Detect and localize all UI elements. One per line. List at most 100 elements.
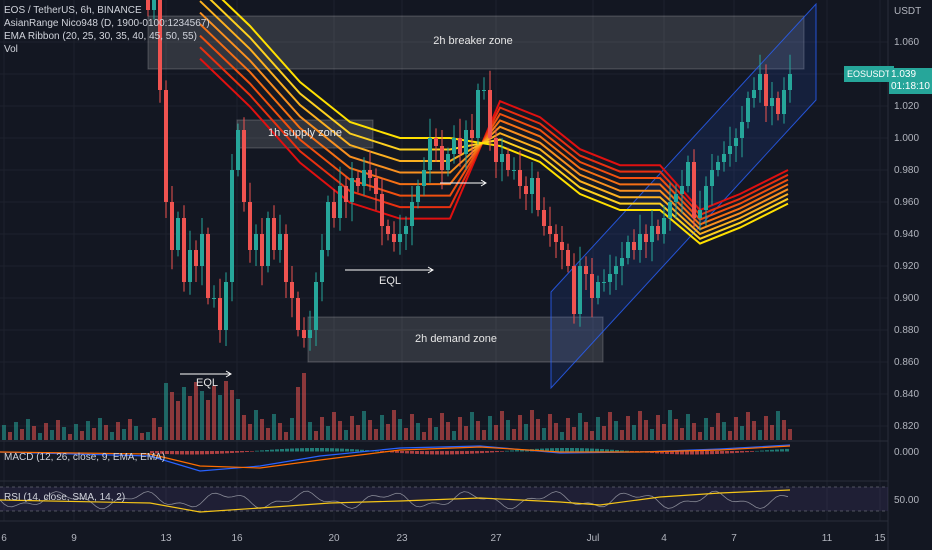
candle-body[interactable] <box>632 242 636 250</box>
candle-body[interactable] <box>314 282 318 330</box>
candle-body[interactable] <box>530 178 534 194</box>
candle-body[interactable] <box>392 234 396 242</box>
candle-body[interactable] <box>776 98 780 114</box>
candle-body[interactable] <box>212 298 216 299</box>
date-axis[interactable]: 6 9 13 16 20 23 27 Jul 4 7 11 15 <box>1 533 886 544</box>
candle-body[interactable] <box>428 138 432 170</box>
candle-body[interactable] <box>410 202 414 226</box>
candle-body[interactable] <box>788 74 792 90</box>
candle-body[interactable] <box>218 298 222 330</box>
candle-body[interactable] <box>170 202 174 250</box>
candle-body[interactable] <box>536 178 540 210</box>
candle-body[interactable] <box>728 146 732 154</box>
candle-body[interactable] <box>686 162 690 186</box>
candle-body[interactable] <box>296 298 300 330</box>
candle-body[interactable] <box>362 170 366 186</box>
candle-body[interactable] <box>596 282 600 298</box>
candle-body[interactable] <box>188 250 192 282</box>
candle-body[interactable] <box>158 0 162 90</box>
candle-body[interactable] <box>254 234 258 250</box>
candle-body[interactable] <box>560 242 564 250</box>
rsi-pane[interactable] <box>0 489 791 513</box>
candle-body[interactable] <box>146 0 150 10</box>
candle-body[interactable] <box>380 194 384 226</box>
candle-body[interactable] <box>332 202 336 218</box>
candle-body[interactable] <box>578 266 582 314</box>
candle-body[interactable] <box>440 146 444 170</box>
candle-body[interactable] <box>242 130 246 202</box>
candle-body[interactable] <box>572 266 576 314</box>
candle-body[interactable] <box>386 226 390 234</box>
candle-body[interactable] <box>446 154 450 170</box>
candle-body[interactable] <box>320 250 324 282</box>
candle-body[interactable] <box>488 90 492 138</box>
candle-body[interactable] <box>512 170 516 171</box>
candle-body[interactable] <box>200 234 204 266</box>
candle-body[interactable] <box>662 218 666 234</box>
candle-body[interactable] <box>524 186 528 194</box>
candle-body[interactable] <box>302 330 306 338</box>
candle-body[interactable] <box>224 282 228 330</box>
rsi-label[interactable]: RSI (14, close, SMA, 14, 2) <box>4 492 126 503</box>
candle-body[interactable] <box>698 210 702 218</box>
candle-body[interactable] <box>260 234 264 266</box>
candle-body[interactable] <box>236 130 240 170</box>
candle-body[interactable] <box>548 226 552 234</box>
candle-body[interactable] <box>398 234 402 242</box>
candle-body[interactable] <box>248 202 252 250</box>
candle-body[interactable] <box>308 330 312 338</box>
candle-body[interactable] <box>566 250 570 266</box>
candle-body[interactable] <box>602 282 606 283</box>
candle-body[interactable] <box>434 138 438 146</box>
candle-body[interactable] <box>752 90 756 98</box>
candle-body[interactable] <box>704 186 708 210</box>
candle-body[interactable] <box>608 274 612 282</box>
candle-body[interactable] <box>326 202 330 250</box>
candle-body[interactable] <box>230 170 234 282</box>
candle-body[interactable] <box>746 98 750 122</box>
candle-body[interactable] <box>626 242 630 258</box>
candle-body[interactable] <box>278 234 282 250</box>
candle-body[interactable] <box>290 282 294 298</box>
candle-body[interactable] <box>452 138 456 154</box>
candle-body[interactable] <box>266 218 270 266</box>
candle-body[interactable] <box>542 210 546 226</box>
candle-body[interactable] <box>422 170 426 186</box>
indicator-volume[interactable]: Vol <box>4 44 18 55</box>
candle-body[interactable] <box>680 186 684 194</box>
candle-body[interactable] <box>620 258 624 266</box>
indicator-asian-range[interactable]: AsianRange Nico948 (D, 1900-0100:1234567… <box>4 18 210 29</box>
candle-body[interactable] <box>182 218 186 282</box>
candle-body[interactable] <box>668 202 672 218</box>
candle-body[interactable] <box>176 218 180 250</box>
macd-label[interactable]: MACD (12, 26, close, 9, EMA, EMA) <box>4 452 166 463</box>
candle-body[interactable] <box>740 122 744 138</box>
candle-body[interactable] <box>710 170 714 186</box>
candle-body[interactable] <box>374 178 378 194</box>
candle-body[interactable] <box>482 90 486 91</box>
candle-body[interactable] <box>656 226 660 234</box>
candle-body[interactable] <box>518 170 522 186</box>
candle-body[interactable] <box>164 90 168 202</box>
candle-body[interactable] <box>272 218 276 250</box>
symbol-title[interactable]: EOS / TetherUS, 6h, BINANCE <box>4 5 142 16</box>
indicator-ema-ribbon[interactable]: EMA Ribbon (20, 25, 30, 35, 40, 45, 50, … <box>4 31 197 42</box>
candle-body[interactable] <box>194 250 198 266</box>
candle-body[interactable] <box>338 186 342 218</box>
candle-body[interactable] <box>206 234 210 298</box>
candle-body[interactable] <box>368 170 372 178</box>
candle-body[interactable] <box>284 234 288 282</box>
candle-body[interactable] <box>356 178 360 186</box>
macd-pane[interactable] <box>0 444 791 472</box>
candle-body[interactable] <box>476 90 480 138</box>
candle-body[interactable] <box>674 194 678 202</box>
candle-body[interactable] <box>152 0 156 10</box>
candle-body[interactable] <box>344 186 348 202</box>
candle-body[interactable] <box>650 226 654 242</box>
candle-body[interactable] <box>716 162 720 170</box>
candle-body[interactable] <box>464 130 468 154</box>
candle-body[interactable] <box>506 154 510 170</box>
candle-body[interactable] <box>770 98 774 106</box>
candle-body[interactable] <box>614 266 618 274</box>
candle-body[interactable] <box>404 226 408 234</box>
